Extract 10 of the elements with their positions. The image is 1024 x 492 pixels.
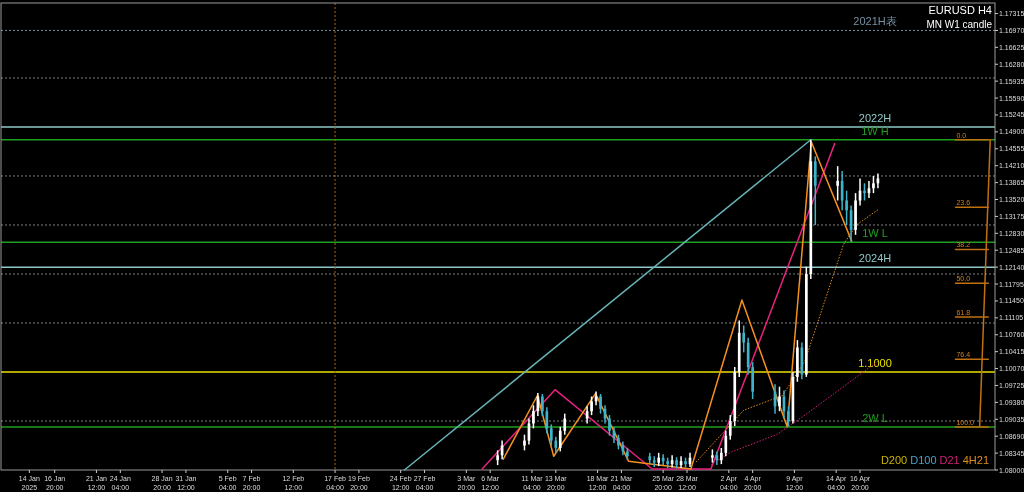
ref-line-label: 2021H表 [853, 15, 897, 28]
ref-line-label: 2W L [862, 411, 888, 424]
ref-line-label: 2022H [858, 111, 892, 124]
ref-line-label: 2024H [858, 252, 892, 265]
chart-title: EURUSD H4 [928, 4, 992, 16]
legend: D200 D100 D21 4H21 [880, 454, 989, 466]
ref-line-label: 1W L [862, 227, 888, 240]
ref-line-label: 1.1000 [858, 356, 892, 369]
ref-line-label: 1W H [861, 124, 889, 137]
text: MN W1 candle [926, 19, 993, 30]
